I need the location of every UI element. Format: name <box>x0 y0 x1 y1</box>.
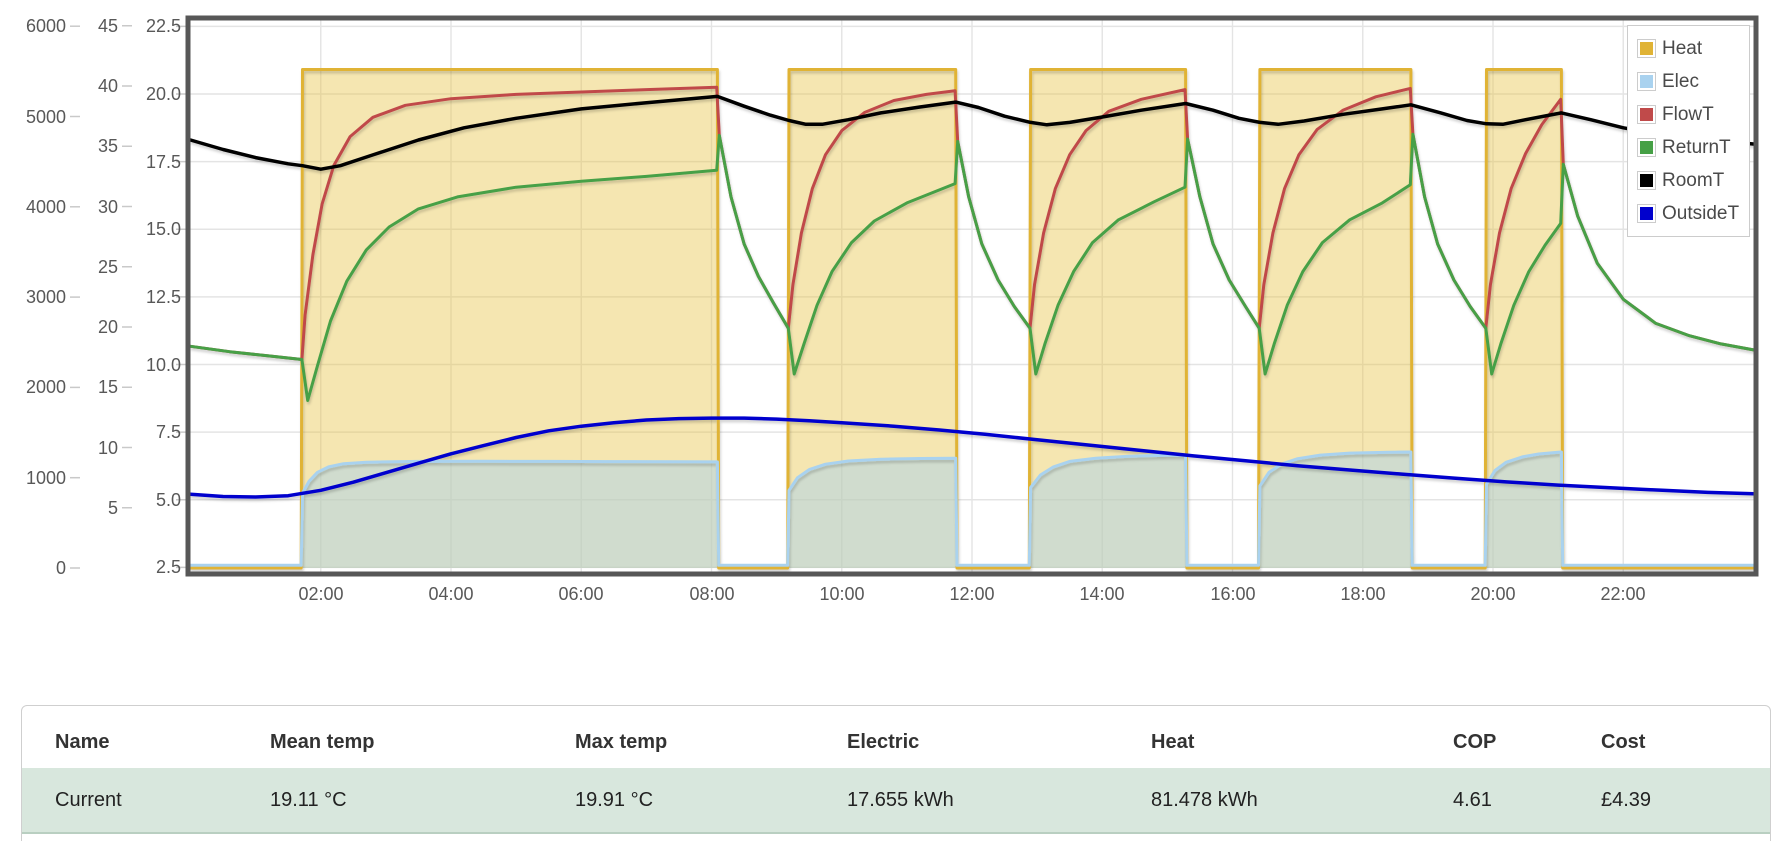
x-axis-time-tick: 02:00 <box>298 584 344 604</box>
legend-swatch-flowt-icon <box>1637 105 1656 124</box>
y-axis-power-tick: 3000 <box>25 287 66 307</box>
x-axis-time-tick: 06:00 <box>558 584 604 604</box>
y-axis-temp_wide-tick: 35 <box>97 136 118 156</box>
x-axis-time-tick: 08:00 <box>689 584 735 604</box>
legend-item-outsidet: OutsideT <box>1637 197 1741 230</box>
y-axis-temp_wide-tick: 10 <box>97 438 118 458</box>
y-axis-temp_wide-tick: 5 <box>107 498 118 518</box>
series-returnt-line <box>190 132 1754 402</box>
x-axis-time-tick: 22:00 <box>1600 584 1646 604</box>
cell-heat: 81.478 kWh <box>1151 768 1453 834</box>
summary-row-current[interactable]: Current 19.11 °C 19.91 °C 17.655 kWh 81.478 … <box>22 768 1770 834</box>
y-axis-power-tick: 2000 <box>25 377 66 397</box>
y-axis-temp_narrow-tick: 20.0 <box>145 84 181 104</box>
y-axis-power-tick: 4000 <box>25 197 66 217</box>
legend-swatch-elec-icon <box>1637 72 1656 91</box>
x-axis-time-tick: 14:00 <box>1079 584 1125 604</box>
x-axis-time-tick: 10:00 <box>819 584 865 604</box>
y-axis-temp_narrow-tick: 15.0 <box>145 219 181 239</box>
simulation-chart: 0 1000 2000 3000 4000 5000 6000 5 10 15 20 25 30 35 40… <box>25 15 1759 604</box>
legend-label: ReturnT <box>1662 136 1731 158</box>
series-elec-line <box>190 450 1754 567</box>
series-flowt-line <box>190 85 1754 361</box>
y-axis-temp_narrow-tick: 10.0 <box>145 355 181 375</box>
cell-mean-temp: 19.11 °C <box>270 768 575 834</box>
legend-swatch-returnt-icon <box>1637 138 1656 157</box>
y-axis-power-tick: 1000 <box>25 468 66 488</box>
summary-table-header: Name Mean temp Max temp Electric Heat COP Cost <box>22 716 1770 768</box>
y-axis-temp_narrow-tick: 5.0 <box>155 490 181 510</box>
y-axis-temp_wide-tick: 45 <box>97 16 118 36</box>
legend-label: RoomT <box>1662 169 1725 191</box>
legend-label: FlowT <box>1662 103 1714 125</box>
legend-swatch-roomt-icon <box>1637 171 1656 190</box>
y-axis-power-tick: 6000 <box>25 16 66 36</box>
y-axis-temp_narrow-tick: 7.5 <box>155 422 181 442</box>
cell-name: Current <box>22 768 270 834</box>
y-axis-temp_wide-tick: 30 <box>97 197 118 217</box>
x-axis-time-tick: 20:00 <box>1470 584 1516 604</box>
column-header-cop: COP <box>1453 730 1497 753</box>
cell-max-temp: 19.91 °C <box>575 768 847 834</box>
y-axis-power-tick: 5000 <box>25 107 66 127</box>
y-axis-temp_wide-tick: 25 <box>97 257 118 277</box>
column-header-cost: Cost <box>1601 730 1646 753</box>
legend-swatch-outsidet-icon <box>1637 204 1656 223</box>
series-elec-area <box>190 452 1754 568</box>
legend-item-returnt: ReturnT <box>1637 131 1741 164</box>
legend-item-roomt: RoomT <box>1637 164 1741 197</box>
series-outsidet-line <box>190 416 1754 499</box>
column-header-name: Name <box>55 730 110 753</box>
x-axis-time-tick: 04:00 <box>428 584 474 604</box>
y-axis-power-tick: 0 <box>55 558 66 578</box>
legend-item-flowt: FlowT <box>1637 98 1741 131</box>
cell-cop: 4.61 <box>1453 768 1601 834</box>
legend-swatch-heat-icon <box>1637 39 1656 58</box>
column-header-mean-temp: Mean temp <box>270 730 375 753</box>
series-heat-area <box>190 69 1754 568</box>
legend-item-elec: Elec <box>1637 65 1741 98</box>
y-axis-temp_narrow-tick: 12.5 <box>145 287 181 307</box>
chart-canvas <box>70 15 1759 577</box>
legend-label: Elec <box>1662 70 1699 92</box>
column-header-heat: Heat <box>1151 730 1195 753</box>
cell-electric: 17.655 kWh <box>847 768 1151 834</box>
column-header-electric: Electric <box>847 730 920 753</box>
y-axis-temp_wide-tick: 20 <box>97 317 118 337</box>
legend-label: Heat <box>1662 37 1703 59</box>
y-axis-temp_wide-tick: 15 <box>97 377 118 397</box>
x-axis-time-tick: 12:00 <box>949 584 995 604</box>
column-header-max-temp: Max temp <box>575 730 668 753</box>
y-axis-temp_narrow-tick: 22.5 <box>145 16 181 36</box>
y-axis-temp_narrow-tick: 17.5 <box>145 152 181 172</box>
y-axis-temp_wide-tick: 40 <box>97 76 118 96</box>
legend-label: OutsideT <box>1662 202 1740 224</box>
cell-cost: £4.39 <box>1601 768 1770 834</box>
summary-table: Name Mean temp Max temp Electric Heat COP Cost… <box>22 716 1770 834</box>
plot-frame <box>185 15 1759 577</box>
series-roomt-line <box>190 94 1754 171</box>
summary-table-card: Name Mean temp Max temp Electric Heat COP Cost… <box>21 705 1771 841</box>
legend-item-heat: Heat <box>1637 32 1741 65</box>
x-axis-time-tick: 18:00 <box>1340 584 1386 604</box>
y-axis-temp_narrow-tick: 2.5 <box>155 557 181 577</box>
chart-legend: Heat Elec FlowT ReturnT RoomT OutsideT <box>1627 25 1750 237</box>
x-axis-time-tick: 16:00 <box>1210 584 1256 604</box>
